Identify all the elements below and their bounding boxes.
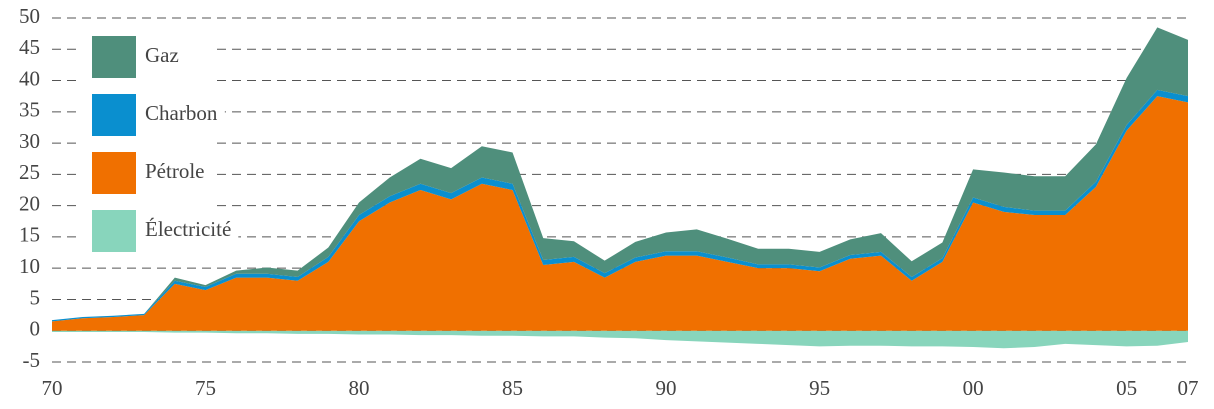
x-tick-label: 05	[1116, 376, 1137, 400]
y-tick-label: 15	[19, 223, 40, 247]
y-tick-label: 10	[19, 254, 40, 278]
legend-label: Pétrole	[145, 159, 204, 183]
legend-label-background	[140, 36, 186, 78]
legend-swatch	[92, 36, 136, 78]
legend-label: Électricité	[145, 217, 231, 241]
x-tick-label: 90	[656, 376, 677, 400]
area	[52, 27, 1188, 321]
legend-label-background	[140, 152, 212, 194]
legend-label-background	[140, 210, 239, 252]
y-tick-label: 5	[30, 285, 41, 309]
legend-swatch	[92, 152, 136, 194]
y-tick-label: 50	[19, 4, 40, 28]
area	[52, 330, 1188, 349]
legend-swatch	[92, 94, 136, 136]
y-tick-label: 0	[30, 317, 41, 341]
x-tick-label: 75	[195, 376, 216, 400]
x-tick-label: 00	[963, 376, 984, 400]
y-tick-label: 30	[19, 129, 40, 153]
x-tick-label: 85	[502, 376, 523, 400]
y-tick-label: -5	[23, 348, 41, 372]
y-tick-label: 40	[19, 66, 40, 90]
y-tick-label: 20	[19, 191, 40, 215]
y-tick-label: 45	[19, 35, 40, 59]
x-tick-label: 95	[809, 376, 830, 400]
x-tick-label: 07	[1178, 376, 1199, 400]
x-tick-label: 80	[349, 376, 370, 400]
legend-swatch	[92, 210, 136, 252]
legend-label-background	[140, 94, 225, 136]
legend-label: Charbon	[145, 101, 218, 125]
y-tick-label: 35	[19, 98, 40, 122]
y-tick-label: 25	[19, 160, 40, 184]
x-tick-label: 70	[42, 376, 63, 400]
area	[52, 96, 1188, 331]
legend-label: Gaz	[145, 43, 179, 67]
